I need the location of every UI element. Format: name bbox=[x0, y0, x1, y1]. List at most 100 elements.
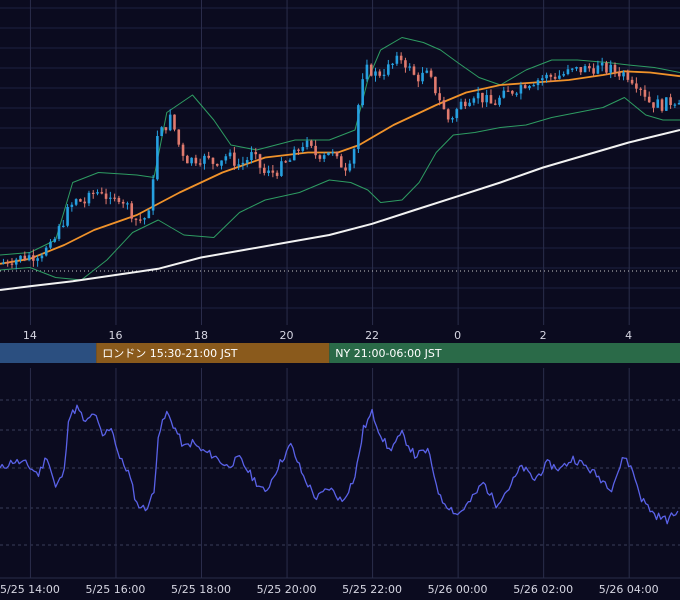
candle-body bbox=[523, 85, 527, 89]
candle-body bbox=[61, 225, 65, 227]
candle-body bbox=[669, 97, 672, 106]
candle-body bbox=[44, 247, 48, 256]
candle-body bbox=[357, 105, 360, 150]
candle-body bbox=[481, 92, 484, 103]
candle-body bbox=[57, 226, 61, 239]
candle-body bbox=[464, 101, 467, 107]
candle-body bbox=[575, 67, 578, 69]
candle-body bbox=[468, 102, 471, 107]
candle-body bbox=[49, 241, 52, 248]
candle-body bbox=[476, 92, 480, 99]
candle-body bbox=[335, 151, 339, 157]
candle-body bbox=[104, 193, 108, 199]
candle-body bbox=[549, 74, 553, 77]
candle-body bbox=[241, 162, 245, 165]
candle-body bbox=[459, 101, 463, 110]
candle-body bbox=[528, 85, 531, 89]
candle-body bbox=[284, 161, 287, 163]
candle-body bbox=[190, 157, 193, 164]
candle-body bbox=[96, 192, 99, 194]
x-tick-label: 0 bbox=[454, 329, 461, 342]
x-tick-label: 5/26 02:00 bbox=[513, 583, 573, 596]
candle-body bbox=[117, 197, 121, 202]
candle-body bbox=[301, 147, 305, 151]
candle-body bbox=[327, 152, 330, 156]
candle-body bbox=[79, 199, 82, 202]
candle-body bbox=[566, 69, 570, 75]
candle-body bbox=[348, 163, 352, 171]
candle-body bbox=[194, 157, 198, 164]
candle-body bbox=[442, 100, 446, 110]
candle-body bbox=[412, 66, 416, 75]
candle-body bbox=[622, 72, 625, 77]
candle-body bbox=[519, 85, 523, 94]
candle-body bbox=[339, 156, 343, 168]
candle-body bbox=[138, 219, 142, 221]
candle-body bbox=[502, 90, 506, 98]
candle-body bbox=[647, 96, 651, 103]
candle-body bbox=[160, 127, 163, 136]
candle-body bbox=[344, 167, 347, 171]
candle-body bbox=[378, 71, 382, 76]
candle-body bbox=[421, 72, 424, 82]
oscillator-x-axis: 5/25 14:00 5/25 16:00 5/25 18:00 5/25 20:00… bbox=[0, 583, 659, 596]
candle-body bbox=[203, 155, 206, 164]
candle-body bbox=[36, 258, 39, 261]
candle-body bbox=[391, 63, 394, 65]
candle-body bbox=[553, 76, 557, 79]
candle-body bbox=[14, 259, 18, 265]
candle-body bbox=[639, 88, 642, 90]
candle-body bbox=[70, 204, 74, 207]
x-tick-label: 16 bbox=[108, 329, 122, 342]
candle-body bbox=[168, 114, 172, 131]
candle-body bbox=[630, 79, 634, 84]
candle-body bbox=[489, 95, 493, 104]
candle-body bbox=[228, 152, 232, 157]
candle-body bbox=[2, 262, 5, 264]
candle-body bbox=[177, 129, 181, 145]
candle-body bbox=[600, 62, 604, 66]
candle-body bbox=[493, 103, 497, 105]
x-tick-label: 5/26 04:00 bbox=[599, 583, 659, 596]
oscillator-plot bbox=[0, 404, 679, 525]
candle-body bbox=[374, 71, 377, 76]
candle-body bbox=[147, 210, 151, 219]
candle-body bbox=[275, 172, 279, 176]
candle-body bbox=[609, 64, 613, 73]
candle-body bbox=[83, 201, 86, 204]
candle-body bbox=[100, 192, 104, 194]
candle-body bbox=[181, 144, 185, 156]
candle-body bbox=[53, 238, 57, 242]
candle-body bbox=[579, 67, 583, 73]
candle-body bbox=[310, 140, 313, 146]
candle-body bbox=[143, 218, 146, 220]
session-label: ロンドン 15:30-21:00 JST bbox=[102, 347, 238, 360]
session-band bbox=[0, 343, 97, 363]
candle-body bbox=[665, 97, 668, 111]
candle-body bbox=[540, 78, 544, 81]
x-tick-label: 14 bbox=[23, 329, 37, 342]
x-tick-label: 4 bbox=[625, 329, 632, 342]
x-tick-label: 5/25 16:00 bbox=[86, 583, 146, 596]
oscillator-line bbox=[0, 404, 679, 525]
candle-body bbox=[121, 201, 125, 204]
candle-body bbox=[652, 102, 655, 108]
candle-body bbox=[297, 149, 300, 151]
x-tick-label: 5/25 18:00 bbox=[171, 583, 231, 596]
candle-body bbox=[416, 74, 420, 82]
candle-body bbox=[536, 80, 540, 86]
candle-body bbox=[109, 197, 112, 199]
candle-body bbox=[10, 263, 14, 265]
candle-body bbox=[215, 163, 219, 166]
candle-body bbox=[322, 155, 326, 159]
candle-body bbox=[617, 72, 621, 77]
candle-body bbox=[32, 255, 35, 261]
candle-body bbox=[562, 74, 565, 76]
session-band bbox=[96, 343, 330, 363]
x-tick-label: 2 bbox=[540, 329, 547, 342]
candle-body bbox=[596, 65, 600, 74]
candle-body bbox=[151, 179, 155, 211]
candle-body bbox=[425, 70, 429, 73]
